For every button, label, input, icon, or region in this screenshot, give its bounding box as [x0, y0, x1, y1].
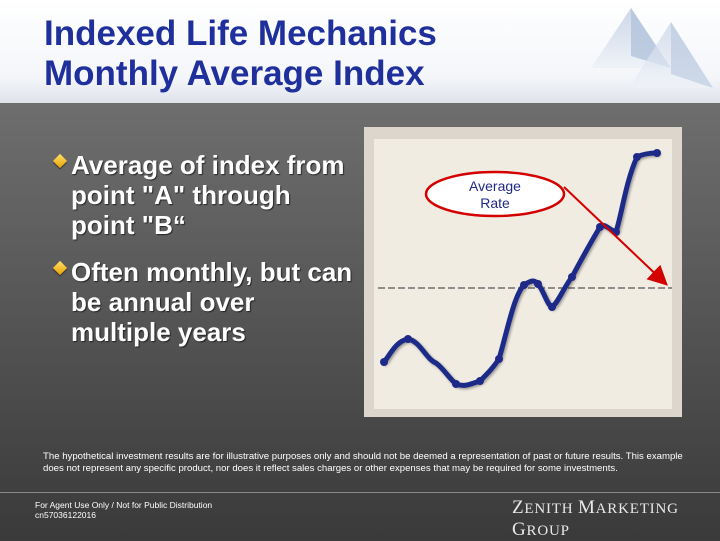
bullet-1: Average of index from point "A" through … — [52, 150, 355, 240]
chart-graphic: Average Rate — [378, 149, 672, 388]
footer-code: cn57036122016 — [35, 510, 96, 520]
index-chart: Average Rate — [364, 127, 682, 417]
bullet-1-text: Average of index from point "A" through … — [71, 150, 345, 240]
index-point — [653, 149, 661, 157]
index-point — [520, 281, 528, 289]
brand-z: Z — [512, 497, 525, 518]
brand-enith: ENITH — [524, 501, 578, 517]
index-point — [452, 380, 460, 388]
index-point — [633, 153, 641, 161]
index-point — [380, 358, 388, 366]
slide-header: Indexed Life Mechanics Monthly Average I… — [0, 0, 720, 103]
average-rate-callout — [424, 170, 566, 218]
index-points — [380, 149, 661, 388]
title-line-2: Monthly Average Index — [44, 54, 425, 93]
title-line-1: Indexed Life Mechanics — [44, 14, 437, 53]
bullet-2: Often monthly, but can be annual over mu… — [52, 257, 355, 347]
brand-arketing: ARKETING — [595, 501, 679, 517]
callout-label-line-2: Rate — [480, 195, 510, 211]
brand-roup: ROUP — [526, 523, 570, 539]
callout-arrow — [563, 186, 668, 286]
index-point — [495, 355, 503, 363]
brand-g: G — [512, 519, 527, 540]
disclaimer-text: The hypothetical investment results are … — [43, 451, 683, 474]
index-point — [568, 273, 576, 281]
index-point — [476, 377, 484, 385]
index-point — [534, 280, 542, 288]
index-point — [404, 335, 412, 343]
bullet-2-text: Often monthly, but can be annual over mu… — [71, 257, 353, 347]
brand-m: M — [577, 497, 596, 518]
callout-label-line-1: Average — [469, 178, 521, 194]
brand-wordmark: ZENITH MARKETING GROUP — [512, 497, 720, 541]
footer-notice: For Agent Use Only / Not for Public Dist… — [35, 500, 212, 520]
bullet-diamond-icon — [52, 260, 68, 276]
footer-distribution-note: For Agent Use Only / Not for Public Dist… — [35, 500, 213, 510]
zenith-logo-icon — [591, 8, 713, 88]
bullet-diamond-icon — [52, 153, 68, 169]
footer-divider — [0, 492, 720, 493]
index-point — [596, 223, 604, 231]
slide-title: Indexed Life Mechanics Monthly Average I… — [44, 14, 437, 94]
index-point — [548, 303, 556, 311]
